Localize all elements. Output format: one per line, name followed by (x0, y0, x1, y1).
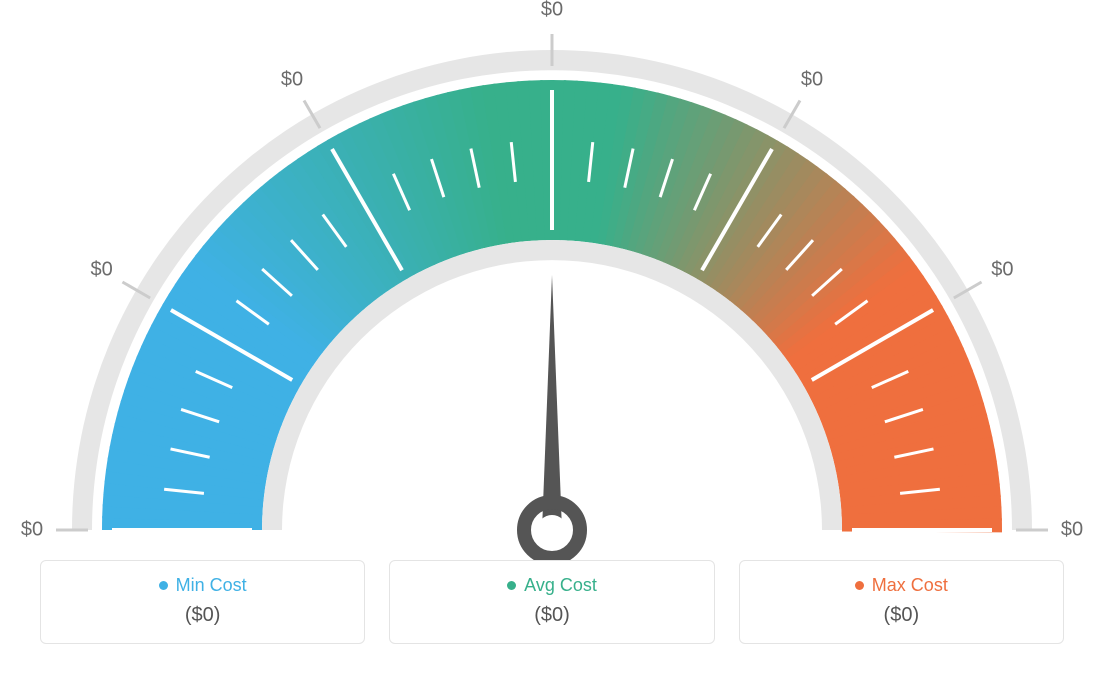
gauge-major-label: $0 (91, 259, 113, 282)
legend-label-min: Min Cost (176, 575, 247, 596)
gauge-major-label: $0 (801, 68, 823, 91)
legend-dot-avg (507, 581, 516, 590)
legend-title-max: Max Cost (855, 575, 948, 596)
gauge-major-label: $0 (991, 259, 1013, 282)
legend-value-avg: ($0) (390, 604, 713, 627)
legend-dot-max (855, 581, 864, 590)
legend-title-min: Min Cost (159, 575, 247, 596)
gauge-major-label: $0 (1061, 519, 1083, 542)
legend-label-avg: Avg Cost (524, 575, 597, 596)
legend-card-max: Max Cost ($0) (739, 560, 1064, 644)
legend-title-avg: Avg Cost (507, 575, 597, 596)
legend-label-max: Max Cost (872, 575, 948, 596)
legend-value-min: ($0) (41, 604, 364, 627)
gauge-major-label: $0 (281, 68, 303, 91)
gauge-svg (0, 0, 1104, 560)
legend-card-avg: Avg Cost ($0) (389, 560, 714, 644)
gauge-chart: $0 $0 $0 $0 $0 $0 $0 (0, 0, 1104, 560)
gauge-major-label: $0 (21, 519, 43, 542)
gauge-major-label: $0 (541, 0, 563, 22)
legend-value-max: ($0) (740, 604, 1063, 627)
legend-dot-min (159, 581, 168, 590)
legend-row: Min Cost ($0) Avg Cost ($0) Max Cost ($0… (0, 560, 1104, 644)
legend-card-min: Min Cost ($0) (40, 560, 365, 644)
